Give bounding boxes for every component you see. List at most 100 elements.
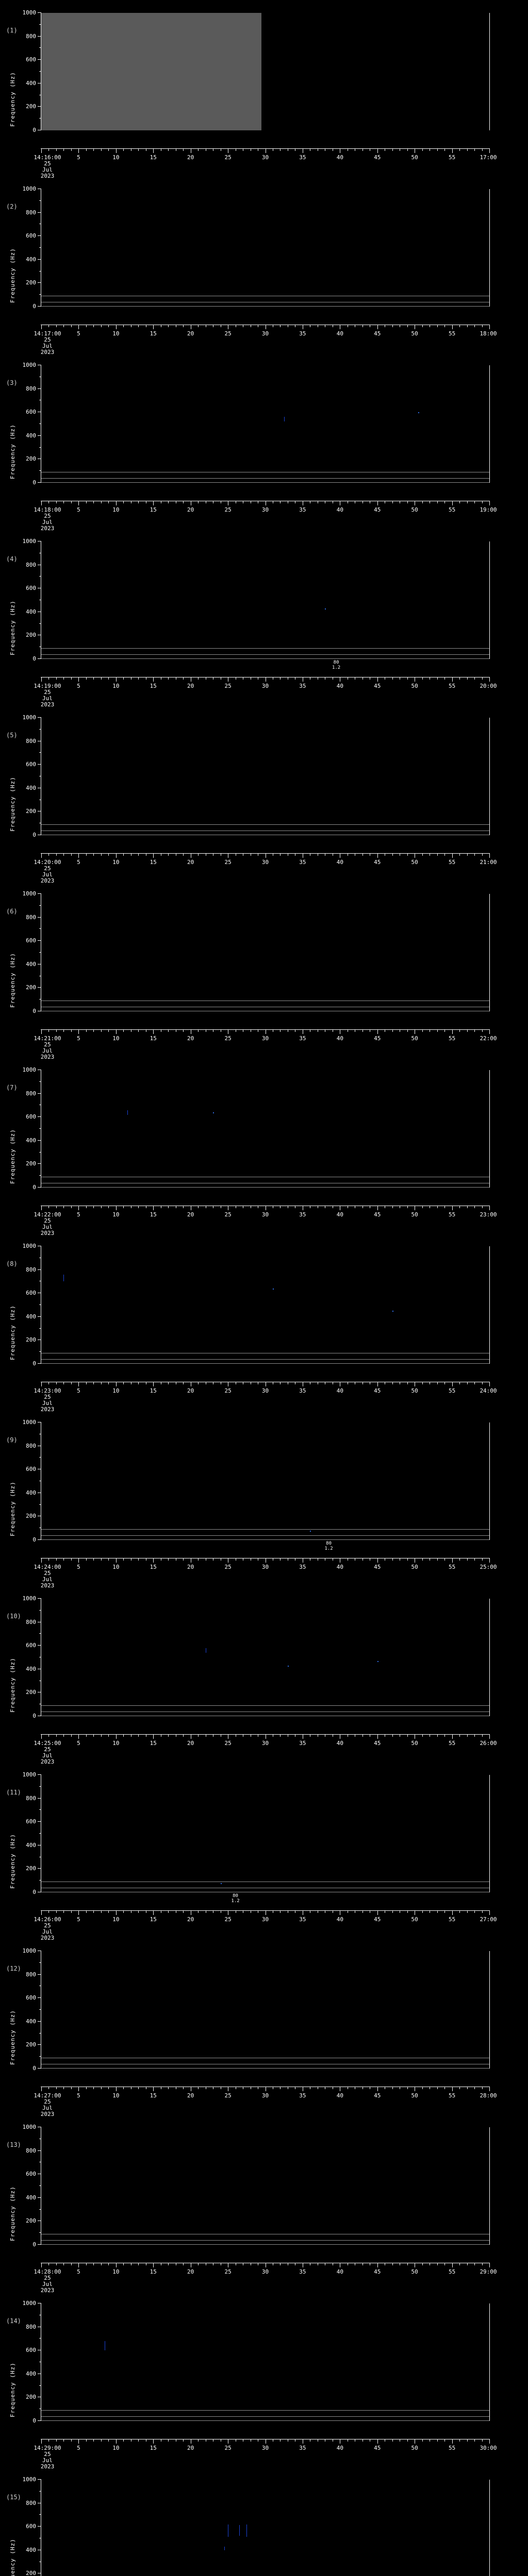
x-axis-minor-tick bbox=[467, 1558, 468, 1561]
x-axis-minor-tick bbox=[123, 501, 124, 503]
x-axis-minor-tick bbox=[467, 1910, 468, 1913]
x-axis-minor-tick bbox=[407, 1029, 408, 1032]
x-axis-minor-tick bbox=[48, 501, 50, 503]
x-axis-tick-label: 30 bbox=[261, 2092, 269, 2099]
y-axis-minor-tick bbox=[39, 1504, 41, 1505]
plot-area[interactable] bbox=[41, 1070, 490, 1188]
y-axis-minor-tick bbox=[39, 47, 41, 48]
y-axis-minor-tick bbox=[39, 952, 41, 953]
plot-area[interactable] bbox=[41, 717, 490, 835]
x-axis-major-tick bbox=[41, 325, 42, 329]
x-axis-major-tick bbox=[489, 1558, 490, 1563]
x-axis-minor-tick bbox=[474, 1029, 475, 1032]
y-axis-tick-label: 600 bbox=[26, 2523, 36, 2530]
x-axis-minor-tick bbox=[108, 1206, 109, 1208]
plot-area[interactable] bbox=[41, 541, 490, 659]
plot-area[interactable] bbox=[41, 365, 490, 483]
x-axis-start-label: 14:21:00 25 Jul 2023 bbox=[34, 1036, 61, 1060]
x-axis-minor-tick bbox=[407, 1734, 408, 1737]
plot-area[interactable] bbox=[41, 1422, 490, 1540]
x-axis-tick-label: 35 bbox=[299, 1740, 306, 1747]
x-axis-major-tick bbox=[41, 1382, 42, 1386]
x-axis-minor-tick bbox=[422, 2087, 423, 2089]
y-axis-minor-tick bbox=[39, 1304, 41, 1305]
y-axis-tick-label: 0 bbox=[32, 832, 36, 838]
x-axis-minor-tick bbox=[108, 1382, 109, 1384]
x-axis-major-tick bbox=[116, 501, 117, 505]
x-axis-major-tick bbox=[41, 1734, 42, 1739]
x-axis-tick-label: 35 bbox=[299, 1916, 306, 1923]
y-axis-tick-label: 800 bbox=[26, 913, 36, 921]
x-axis-major-tick bbox=[78, 1382, 79, 1386]
x-axis-minor-tick bbox=[48, 1558, 50, 1561]
x-axis-end-label: 23:00 bbox=[480, 1211, 497, 1218]
x-axis-major-tick bbox=[377, 325, 378, 329]
x-axis-tick-label: 20 bbox=[187, 1211, 194, 1218]
x-axis-minor-tick bbox=[422, 1029, 423, 1032]
x-axis-major-tick bbox=[452, 1382, 453, 1386]
x-axis-major-tick bbox=[153, 2439, 154, 2444]
x-axis-minor-tick bbox=[437, 2087, 438, 2089]
y-axis-minor-tick bbox=[39, 1328, 41, 1329]
x-axis-minor-tick bbox=[444, 1029, 446, 1032]
x-axis-minor-tick bbox=[108, 1734, 109, 1737]
x-axis-minor-tick bbox=[123, 1382, 124, 1384]
x-axis-tick-label: 20 bbox=[187, 1916, 194, 1923]
y-axis-tick-label: 1000 bbox=[22, 1066, 37, 1073]
plot-area[interactable] bbox=[41, 12, 490, 130]
detection-dot bbox=[272, 1289, 274, 1290]
x-axis-minor-tick bbox=[422, 1910, 423, 1913]
plot-area[interactable] bbox=[41, 1246, 490, 1364]
y-axis-minor-tick bbox=[39, 752, 41, 753]
panel-index-label: (5) bbox=[6, 732, 18, 739]
x-axis-tick-label: 30 bbox=[261, 330, 269, 337]
x-axis-major-tick bbox=[41, 853, 42, 858]
x-axis-minor-tick bbox=[422, 2263, 423, 2265]
plot-area[interactable] bbox=[41, 189, 490, 307]
x-axis-minor-tick bbox=[459, 325, 460, 327]
y-axis-tick-label: 600 bbox=[26, 1290, 36, 1297]
x-axis-minor-tick bbox=[183, 1029, 184, 1032]
y-axis-tick bbox=[38, 259, 41, 260]
x-axis-minor-tick bbox=[392, 2263, 393, 2265]
x-axis-minor-tick bbox=[93, 1029, 94, 1032]
spectrogram-panel: (7) Frequency (Hz) 1000 800 600 400 200 0 14:22:… bbox=[0, 1027, 528, 1236]
y-axis-tick-label: 800 bbox=[26, 561, 36, 568]
plot-area[interactable] bbox=[41, 1951, 490, 2069]
x-axis-minor-tick bbox=[56, 148, 57, 151]
x-axis-tick-label: 50 bbox=[411, 1916, 418, 1923]
x-axis-major-tick bbox=[153, 325, 154, 329]
x-axis-minor-tick bbox=[138, 1206, 139, 1208]
x-axis-minor-tick bbox=[138, 148, 139, 151]
x-axis-minor-tick bbox=[123, 1558, 124, 1561]
x-axis-minor-tick bbox=[138, 1734, 139, 1737]
date-day: 25 bbox=[44, 1570, 51, 1577]
panel-index-label: (2) bbox=[6, 203, 18, 210]
y-axis-tick-label: 200 bbox=[26, 2041, 36, 2048]
x-axis-tick-label: 5 bbox=[77, 1564, 80, 1570]
panel-index-label: (7) bbox=[6, 1084, 18, 1091]
y-axis-tick-label: 800 bbox=[26, 2147, 36, 2154]
x-axis-minor-tick bbox=[168, 148, 169, 151]
x-axis-tick-label: 50 bbox=[411, 1387, 418, 1394]
x-axis-minor-tick bbox=[86, 2087, 87, 2089]
plot-area[interactable] bbox=[41, 893, 490, 1011]
date-year: 2023 bbox=[40, 2463, 55, 2470]
plot-area[interactable] bbox=[41, 2127, 490, 2245]
x-axis-minor-tick bbox=[108, 1910, 109, 1913]
plot-area[interactable] bbox=[41, 1774, 490, 1892]
x-axis-minor-tick bbox=[362, 325, 363, 327]
plot-area[interactable] bbox=[41, 1598, 490, 1716]
y-axis-tick bbox=[38, 12, 41, 13]
x-axis-minor-tick bbox=[422, 2439, 423, 2442]
x-axis-tick-label: 55 bbox=[448, 154, 456, 161]
plot-area[interactable] bbox=[41, 2479, 490, 2576]
plot-area[interactable] bbox=[41, 2303, 490, 2421]
x-axis-start-time: 14:20:00 bbox=[34, 859, 61, 866]
spectrogram-panel: (9) Frequency (Hz) 1000 800 600 400 200 0 80 1.2 1… bbox=[0, 1380, 528, 1589]
y-axis-minor-tick bbox=[39, 1609, 41, 1611]
x-axis-start-time: 14:17:00 bbox=[34, 330, 61, 337]
x-axis-tick-label: 10 bbox=[112, 859, 120, 866]
x-axis-minor-tick bbox=[362, 148, 363, 151]
x-axis-major-tick bbox=[489, 501, 490, 505]
